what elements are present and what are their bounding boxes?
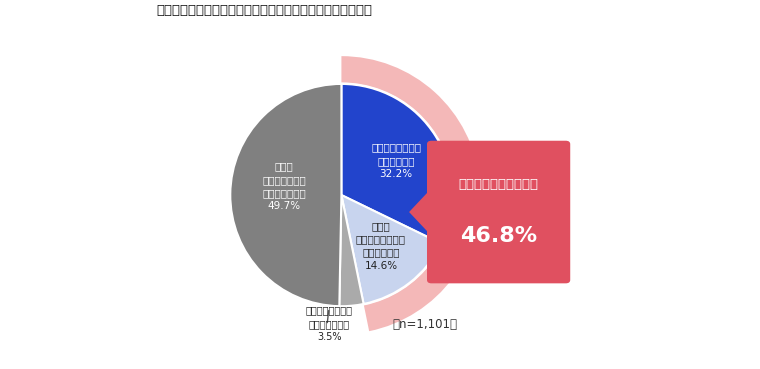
Text: （n=1,101）: （n=1,101）: [392, 318, 458, 331]
Wedge shape: [230, 84, 341, 306]
Text: 予防接種を受ける・計: 予防接種を受ける・計: [458, 178, 539, 192]
Polygon shape: [409, 188, 432, 236]
Wedge shape: [341, 195, 442, 304]
Wedge shape: [341, 56, 480, 331]
Text: ＜図１＞今年のインフルエンザの予防接種意向（単一回答）: ＜図１＞今年のインフルエンザの予防接種意向（単一回答）: [157, 4, 372, 17]
Wedge shape: [339, 195, 363, 306]
FancyBboxPatch shape: [427, 141, 570, 283]
Text: 昨年は
受けておらず、
今年も受けない
49.7%: 昨年は 受けておらず、 今年も受けない 49.7%: [262, 162, 306, 211]
Text: 46.8%: 46.8%: [460, 226, 537, 246]
Text: 昨年は
受けていないが、
今年は受ける
14.6%: 昨年は 受けていないが、 今年は受ける 14.6%: [356, 221, 406, 271]
Wedge shape: [341, 84, 452, 244]
Text: 昨年受けており、
今年も受ける
32.2%: 昨年受けており、 今年も受ける 32.2%: [371, 143, 421, 179]
Text: 昨年は受けたが、
今年は受けない
3.5%: 昨年は受けたが、 今年は受けない 3.5%: [306, 306, 353, 342]
